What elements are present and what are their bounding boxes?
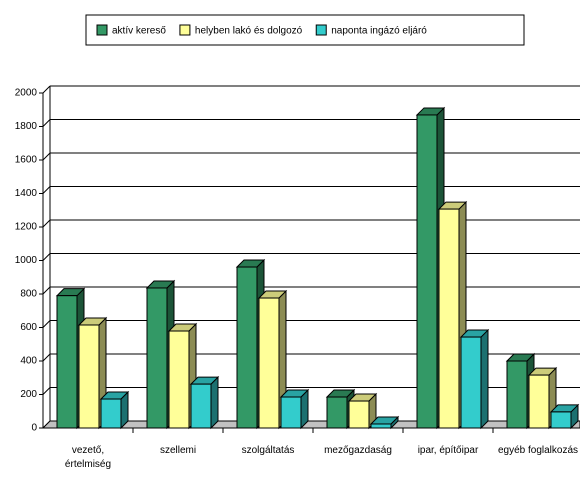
y-tick-label: 1400 (15, 188, 38, 199)
bar (528, 374, 550, 429)
x-tick-label: szellemi (159, 445, 197, 456)
grid-depth (42, 286, 51, 295)
grid-depth (42, 387, 51, 395)
bar (56, 295, 78, 429)
grid-depth (42, 85, 51, 94)
legend-swatch (179, 24, 191, 36)
grid-depth (42, 320, 51, 328)
legend-label: helyben lakó és dolgozó (195, 26, 303, 37)
x-tick-label: vezető, értelmiség (64, 445, 112, 470)
grid-depth (42, 253, 51, 261)
bar (280, 396, 302, 429)
y-tick-label: 2000 (15, 88, 38, 99)
bar (236, 266, 258, 429)
x-tick-label: szolgáltatás (241, 445, 295, 456)
bar (438, 208, 460, 429)
grid-depth (42, 186, 51, 194)
grid-depth (42, 353, 51, 362)
bar (258, 297, 280, 429)
bar (370, 423, 392, 429)
bar-side (210, 375, 219, 430)
bar (190, 383, 212, 429)
bar (78, 324, 100, 429)
y-tick-label: 600 (20, 322, 37, 333)
legend-swatch (96, 24, 108, 36)
y-tick-label: 1800 (15, 121, 38, 132)
x-tick-label: mezőgazdaság (324, 445, 392, 456)
grid-depth (42, 119, 51, 127)
legend-label: aktív kereső (112, 26, 166, 37)
y-tick-label: 400 (20, 356, 37, 367)
grid-depth (42, 219, 51, 228)
x-tick-label: ipar, építőipar (417, 445, 479, 456)
y-tick-label: 800 (20, 289, 37, 300)
y-tick-label: 1200 (15, 222, 38, 233)
grid-depth (42, 152, 51, 161)
bar (100, 398, 122, 429)
y-tick-label: 1600 (15, 155, 38, 166)
legend-box (85, 14, 525, 46)
bar (326, 396, 348, 429)
bar-side (480, 328, 489, 430)
bar (550, 411, 572, 429)
y-tick-label: 200 (20, 389, 37, 400)
y-tick-label: 1000 (15, 255, 38, 266)
bar (146, 287, 168, 429)
bar (460, 336, 482, 429)
bar (168, 330, 190, 429)
y-tick-label: 0 (31, 423, 37, 434)
legend-label: naponta ingázó eljáró (331, 26, 427, 37)
bar (506, 360, 528, 429)
bar (348, 400, 370, 429)
bar (416, 114, 438, 429)
x-tick-label: egyéb foglalkozás (497, 445, 579, 456)
legend-swatch (315, 24, 327, 36)
